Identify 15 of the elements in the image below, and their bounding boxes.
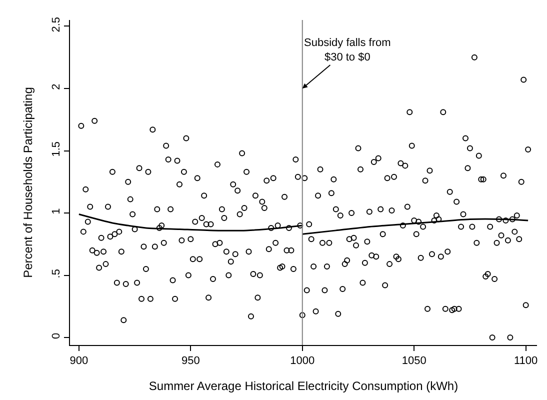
- annotation: Subsidy falls from $30 to $0: [304, 37, 391, 64]
- x-axis-title: Summer Average Historical Electricity Consumption (kWh): [148, 379, 458, 394]
- y-tick-label: .5: [50, 269, 63, 278]
- x-tick-label: 1050: [402, 355, 426, 368]
- line-series: [78, 214, 304, 232]
- y-tick-label: 0: [50, 332, 63, 339]
- x-tick-label: 1100: [514, 355, 538, 368]
- x-tick-label: 1000: [290, 355, 315, 368]
- x-tick-label: 950: [181, 355, 200, 368]
- y-tick-label: 2.5: [50, 16, 63, 32]
- y-axis-title: Percent of Households Participating: [20, 87, 35, 278]
- x-tick-label: 900: [70, 355, 88, 368]
- y-tick-label: 2: [50, 84, 63, 90]
- y-tick-label: 1: [50, 208, 63, 214]
- y-tick-label: 1.5: [50, 141, 63, 157]
